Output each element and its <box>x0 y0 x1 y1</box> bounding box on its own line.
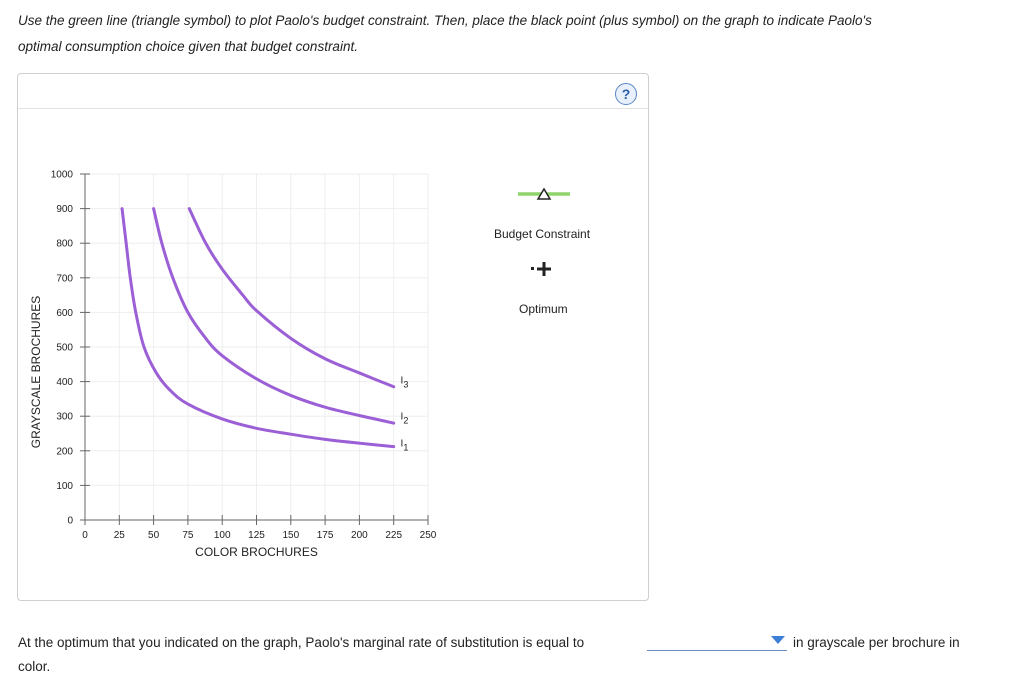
y-tick-label: 200 <box>56 446 73 457</box>
indifference-curve-i3 <box>187 207 396 389</box>
x-tick-label: 175 <box>317 530 334 541</box>
question-text: At the optimum that you indicated on the… <box>18 635 585 650</box>
y-tick-label: 700 <box>56 273 73 284</box>
chevron-down-icon <box>771 636 785 644</box>
help-button[interactable]: ? <box>615 83 637 105</box>
indifference-curve-i1 <box>120 207 396 449</box>
legend-optimum-label: Optimum <box>519 302 568 316</box>
x-tick-label: 150 <box>282 530 299 541</box>
x-tick-label: 50 <box>148 530 160 541</box>
x-tick-label: 225 <box>385 530 402 541</box>
y-tick-label: 1000 <box>51 170 74 181</box>
y-axis-title: GRAYSCALE BROCHURES <box>29 296 43 448</box>
optimum-dot <box>531 267 534 270</box>
question-units: in grayscale per brochure in <box>793 635 960 650</box>
triangle-icon <box>536 187 552 200</box>
legend-budget-label: Budget Constraint <box>494 227 591 241</box>
question-circle-icon: ? <box>621 86 631 102</box>
y-tick-label: 400 <box>56 377 73 388</box>
curve-label: I1 <box>401 439 409 453</box>
y-tick-label: 900 <box>56 204 73 215</box>
y-tick-label: 100 <box>56 481 73 492</box>
instructions-line-1: Use the green line (triangle symbol) to … <box>18 13 872 28</box>
curve-label: I2 <box>401 412 409 426</box>
x-tick-label: 200 <box>351 530 368 541</box>
y-tick-label: 500 <box>56 343 73 354</box>
x-tick-label: 25 <box>114 530 126 541</box>
x-tick-label: 100 <box>214 530 231 541</box>
instructions-line-2: optimal consumption choice given that bu… <box>18 39 358 54</box>
instructions: Use the green line (triangle symbol) to … <box>18 8 1008 60</box>
y-tick-label: 300 <box>56 412 73 423</box>
panel-header <box>18 74 648 109</box>
graph-panel: ? 0 25 50 75 100 125 150 175 200 225 250 0 100 200 300… <box>17 73 649 601</box>
y-tick-label: 800 <box>56 239 73 250</box>
curve-label: I3 <box>401 375 409 389</box>
question-units-end: color. <box>18 659 51 674</box>
x-tick-label: 125 <box>248 530 265 541</box>
x-axis-title: COLOR BROCHURES <box>195 545 318 559</box>
indifference-curve-i2 <box>152 207 396 425</box>
x-tick-label: 75 <box>182 530 194 541</box>
x-tick-label: 0 <box>82 530 88 541</box>
mrs-dropdown[interactable] <box>647 630 787 651</box>
x-tick-label: 250 <box>420 530 437 541</box>
graph-canvas[interactable]: 0 25 50 75 100 125 150 175 200 225 250 0 100 200 300 40… <box>18 74 648 600</box>
y-tick-label: 0 <box>67 516 73 527</box>
y-tick-label: 600 <box>56 308 73 319</box>
